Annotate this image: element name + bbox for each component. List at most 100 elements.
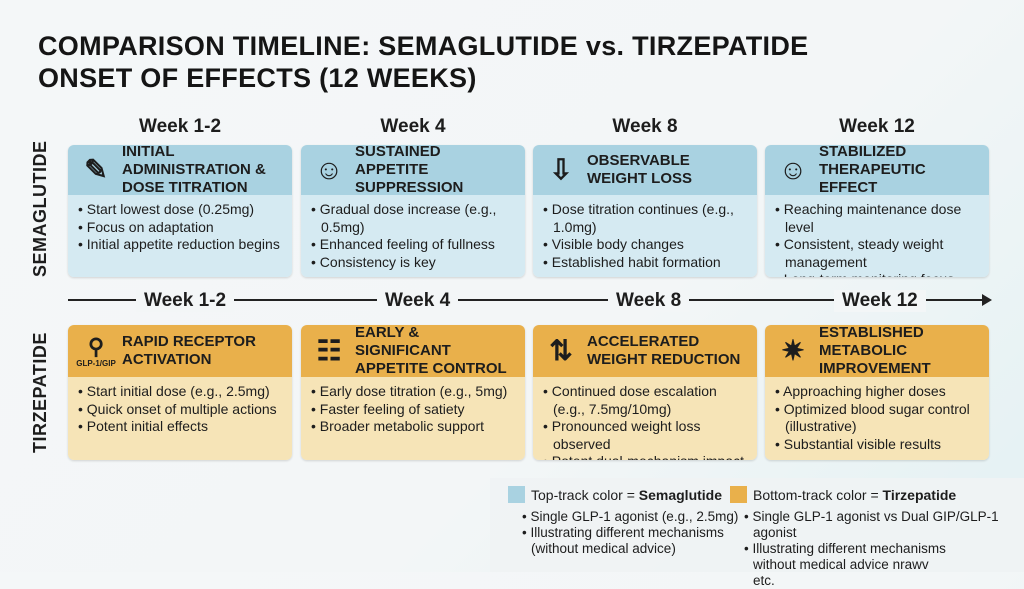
title-line-2: ONSET OF EFFECTS (12 WEEKS) — [38, 63, 477, 93]
card-item: Reaching maintenance dose level — [775, 201, 979, 236]
phase-card: ✷Established Metabolic ImprovementApproa… — [765, 325, 989, 460]
color-swatch — [508, 486, 525, 503]
card-item: Potent dual-mechanism impact — [543, 453, 747, 460]
week-label: Week 12 — [839, 116, 915, 137]
card-title: Established Metabolic Improvement — [819, 325, 931, 377]
card-item: Broader metabolic support — [311, 418, 515, 436]
icon-glyph: ✎ — [84, 154, 108, 185]
card-item: Consistency is key — [311, 254, 515, 272]
person-stomach-icon: ☺ — [309, 148, 349, 192]
legend-item: Illustrating different mechanisms withou… — [744, 541, 954, 589]
card-item: Quick onset of multiple actions — [78, 401, 282, 419]
legend-drug: Semaglutide — [638, 487, 723, 503]
card-item: Focus on adaptation — [78, 219, 282, 237]
axis-week-label: Week 1-2 — [136, 290, 235, 312]
card-title: Accelerated Weight Reduction — [587, 333, 741, 368]
legend-item: Single GLP-1 agonist vs Dual GIP/GLP-1 a… — [744, 509, 1024, 541]
legend: Top-track color = Semaglutide Single GLP… — [490, 478, 1024, 588]
card-item: Gradual dose increase (e.g., 0.5mg) — [311, 201, 515, 236]
color-swatch — [730, 486, 747, 503]
card-item: Start initial dose (e.g., 2.5mg) — [78, 383, 282, 401]
icon-glyph: ⇅ — [549, 335, 573, 366]
phase-card: ✎ Initial Administration & Dose Titration… — [68, 145, 292, 277]
phase-card: ☺Sustained Appetite SuppressionGradual d… — [301, 145, 525, 277]
week-label: Week 8 — [612, 116, 678, 137]
title-line-1: COMPARISON TIMELINE: SEMAGLUTIDE vs. TIR… — [38, 31, 809, 61]
week-label: Week 1-2 — [138, 116, 222, 137]
syringe-pen-icon: ✎ — [76, 148, 116, 192]
person-burst-icon: ✷ — [773, 329, 813, 373]
card-list: Dose titration continues (e.g., 1.0mg)Vi… — [533, 195, 757, 277]
axis-week-label: Week 12 — [834, 290, 926, 312]
icon-glyph: ⇩ — [549, 154, 573, 185]
legend-item: Single GLP-1 agonist (e.g., 2.5mg) — [522, 509, 738, 525]
card-header: ⇩ Observable Weight Loss — [533, 145, 757, 195]
card-item: Substantial visible results — [775, 436, 979, 454]
card-title: Initial Administration & Dose Titration — [122, 145, 266, 196]
card-item: Continued dose escalation (e.g., 7.5mg/1… — [543, 383, 747, 418]
receptor-icon: ⚲ GLP-1/GIP — [76, 329, 116, 373]
card-item: Enhanced feeling of fullness — [311, 236, 515, 254]
card-item: Established habit formation — [543, 254, 747, 272]
person-arrows-icon: ⇅ — [541, 329, 581, 373]
track-label-tirzepatide: TIRZEPATIDE — [30, 332, 50, 453]
card-item: Early dose titration (e.g., 5mg) — [311, 383, 515, 401]
card-title: Observable Weight Loss — [587, 152, 692, 187]
card-item: Start lowest dose (0.25mg) — [78, 201, 282, 219]
card-item: Optimized blood sugar control (illustrat… — [775, 401, 979, 436]
card-item: Potent initial effects — [78, 418, 282, 436]
icon-glyph: ☺ — [778, 154, 808, 185]
phase-card: ⇅ Accelerated Weight Reduction Continued d… — [533, 325, 757, 460]
legend-label: Bottom-track color = — [753, 487, 883, 503]
arrow-right-icon — [982, 294, 992, 306]
card-list: Start lowest dose (0.25mg)Focus on adapt… — [68, 195, 292, 277]
week-label: Week 4 — [380, 116, 446, 137]
person-down-arrow-icon: ⇩ — [541, 148, 581, 192]
card-header: ⚲ GLP-1/GIP Rapid Receptor Activation — [68, 325, 292, 377]
timeline-axis — [68, 299, 988, 301]
card-item: Visible body changes — [543, 236, 747, 254]
card-list: Reaching maintenance dose levelConsisten… — [765, 195, 989, 277]
legend-drug: Tirzepatide — [882, 487, 957, 503]
card-header: ⇅ Accelerated Weight Reduction — [533, 325, 757, 377]
card-item: Dose titration continues (e.g., 1.0mg) — [543, 201, 747, 236]
page-title: COMPARISON TIMELINE: SEMAGLUTIDE vs. TIR… — [38, 30, 808, 94]
card-list: Approaching higher dosesOptimized blood … — [765, 377, 989, 460]
legend-item: Illustrating different mechanisms (witho… — [522, 525, 732, 557]
card-item: Initial appetite reduction begins — [78, 236, 282, 254]
phase-card: ☺Stabilized Therapeutic EffectReaching m… — [765, 145, 989, 277]
card-header: ✷ Established Metabolic Improvement — [765, 325, 989, 377]
axis-week-label: Week 8 — [608, 290, 690, 312]
phase-card: ⚲GLP-1/GIPRapid Receptor ActivationStart… — [68, 325, 292, 460]
card-list: Start initial dose (e.g., 2.5mg)Quick on… — [68, 377, 292, 460]
track-label-semaglutide: SEMAGLUTIDE — [30, 140, 50, 277]
card-header: ☷ Early & Significant Appetite Control — [301, 325, 525, 377]
card-header: ☺ Sustained Appetite Suppression — [301, 145, 525, 196]
card-list: Early dose titration (e.g., 5mg)Faster f… — [301, 377, 525, 460]
card-item: Pronounced weight loss observed — [543, 418, 747, 453]
legend-tirzepatide: Bottom-track color = Tirzepatide Single … — [730, 486, 1024, 589]
card-title: Stabilized Therapeutic Effect — [819, 145, 926, 196]
legend-label: Top-track color = — [531, 487, 639, 503]
smiley-face-icon: ☺ — [773, 148, 813, 192]
icon-glyph: ☺ — [314, 154, 344, 185]
card-header: ☺ Stabilized Therapeutic Effect — [765, 145, 989, 196]
legend-semaglutide: Top-track color = Semaglutide Single GLP… — [508, 486, 738, 557]
phase-card: ⇩ Observable Weight Loss Dose titration co… — [533, 145, 757, 277]
card-item: Faster feeling of satiety — [311, 401, 515, 419]
card-list: Gradual dose increase (e.g., 0.5mg)Enhan… — [301, 195, 525, 277]
card-list: Continued dose escalation (e.g., 7.5mg/1… — [533, 377, 757, 460]
card-title: Rapid Receptor Activation — [122, 333, 256, 368]
card-title: Early & Significant Appetite Control — [355, 325, 507, 377]
card-item: Approaching higher doses — [775, 383, 979, 401]
card-item: Long-term monitoring focus — [775, 271, 979, 277]
icon-glyph: ⚲ — [87, 333, 105, 359]
icon-glyph: ☷ — [316, 335, 342, 366]
card-title: Sustained Appetite Suppression — [355, 145, 464, 196]
icon-label: GLP-1/GIP — [76, 358, 116, 368]
axis-week-label: Week 4 — [377, 290, 459, 312]
card-header: ✎ Initial Administration & Dose Titration — [68, 145, 292, 196]
phase-card: ☷Early & Significant Appetite ControlEar… — [301, 325, 525, 460]
card-item: Consistent, steady weight management — [775, 236, 979, 271]
group-people-icon: ☷ — [309, 329, 349, 373]
